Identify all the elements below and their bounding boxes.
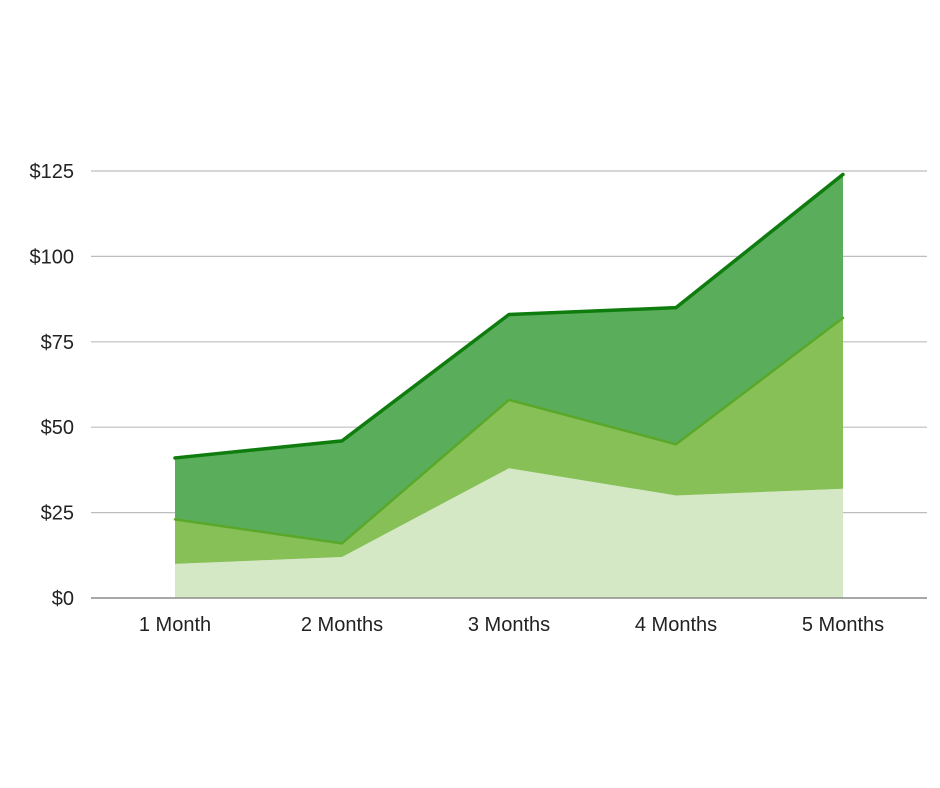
series-lines (173, 172, 845, 564)
x-tick-label: 4 Months (635, 614, 717, 636)
x-tick-label: 3 Months (468, 614, 550, 636)
y-tick-label: $0 (52, 588, 74, 610)
y-tick-label: $25 (41, 503, 74, 525)
area-series-3 (175, 174, 843, 544)
y-tick-label: $50 (41, 417, 74, 439)
y-axis-tick-labels: $0 $25 $50 $75 $100 $125 (30, 161, 75, 610)
y-tick-label: $125 (30, 161, 75, 183)
y-tick-label: $75 (41, 332, 74, 354)
x-tick-label: 1 Month (139, 614, 211, 636)
x-axis-tick-labels: 1 Month 2 Months 3 Months 4 Months 5 Months (139, 614, 884, 636)
area-series-1 (175, 468, 843, 598)
y-tick-label: $100 (30, 246, 75, 268)
area-series-2 (175, 317, 843, 564)
x-tick-label: 2 Months (301, 614, 383, 636)
area-series (175, 174, 843, 598)
x-tick-label: 5 Months (802, 614, 884, 636)
